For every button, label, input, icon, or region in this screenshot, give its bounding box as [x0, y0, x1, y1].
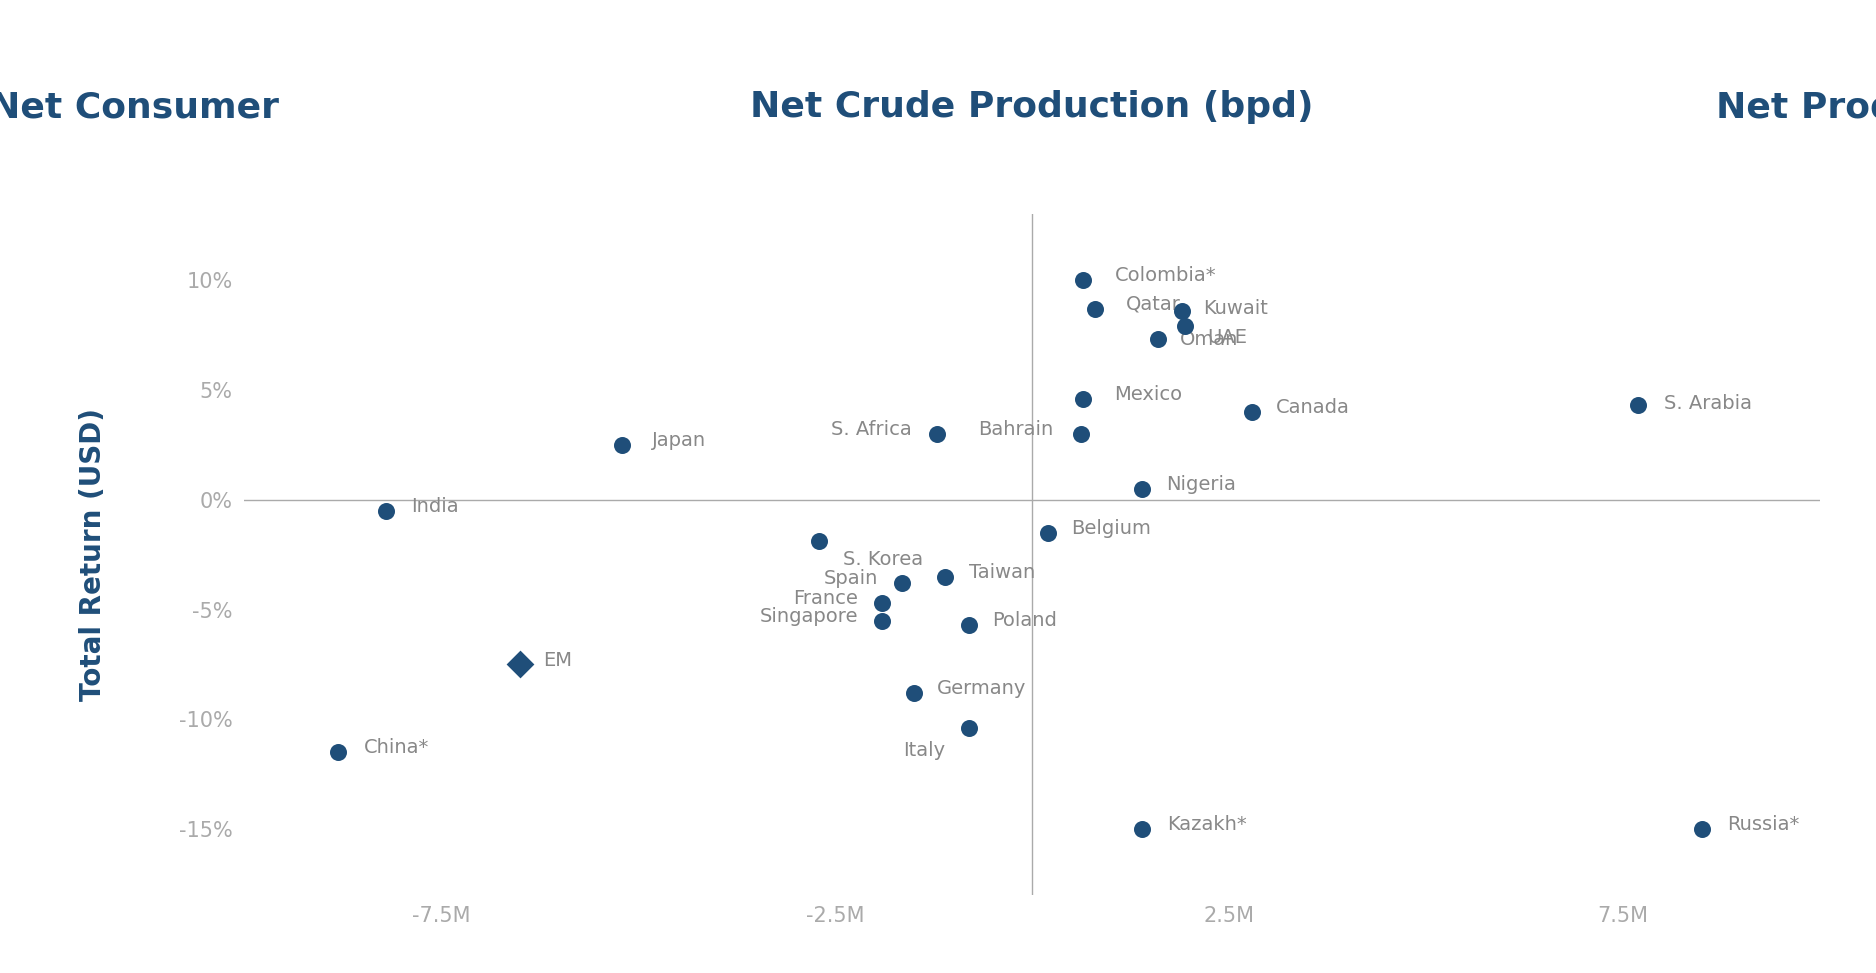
Point [1238, 404, 1268, 419]
Text: Net Crude Production (bpd): Net Crude Production (bpd) [750, 90, 1313, 124]
Point [1067, 391, 1097, 407]
Point [953, 720, 983, 736]
Point [867, 595, 897, 611]
Text: S. Africa: S. Africa [831, 420, 912, 439]
Text: Kazakh*: Kazakh* [1167, 815, 1248, 835]
Text: S. Arabia: S. Arabia [1664, 393, 1752, 413]
Point [1127, 821, 1157, 837]
Text: Bahrain: Bahrain [977, 420, 1052, 439]
Point [867, 613, 897, 629]
Text: Belgium: Belgium [1071, 519, 1152, 538]
Text: Japan: Japan [653, 431, 705, 450]
Text: China*: China* [364, 739, 430, 757]
Text: India: India [411, 497, 458, 516]
Text: Canada: Canada [1276, 398, 1351, 416]
Point [1623, 397, 1653, 413]
Point [1032, 524, 1062, 540]
Text: UAE: UAE [1208, 328, 1248, 346]
Text: Net Consumer: Net Consumer [0, 90, 280, 124]
Point [1067, 272, 1097, 288]
Point [1687, 821, 1717, 837]
Point [887, 575, 917, 591]
Text: France: France [794, 589, 859, 608]
Text: Qatar: Qatar [1126, 295, 1182, 313]
Text: S. Korea: S. Korea [842, 550, 923, 568]
Text: Italy: Italy [902, 740, 946, 760]
Point [1171, 318, 1201, 334]
Text: Net Producer: Net Producer [1717, 90, 1876, 124]
Point [1167, 303, 1197, 318]
Text: Oman: Oman [1180, 330, 1238, 348]
Text: Colombia*: Colombia* [1114, 266, 1216, 285]
Point [1127, 481, 1157, 496]
Point [371, 503, 401, 519]
Text: Nigeria: Nigeria [1165, 475, 1236, 494]
Point [923, 426, 953, 442]
Point [1142, 332, 1172, 347]
Text: Russia*: Russia* [1726, 815, 1799, 835]
Point [953, 617, 983, 632]
Point [505, 657, 535, 672]
Point [323, 744, 353, 760]
Text: EM: EM [544, 651, 572, 669]
Point [805, 533, 835, 549]
Text: Germany: Germany [938, 679, 1026, 699]
Text: Mexico: Mexico [1114, 384, 1182, 404]
Text: Taiwan: Taiwan [968, 562, 1036, 582]
Point [1066, 426, 1096, 442]
Text: Singapore: Singapore [760, 606, 859, 626]
Text: Total Return (USD): Total Return (USD) [79, 408, 107, 702]
Point [608, 437, 638, 452]
Point [899, 685, 929, 701]
Point [1081, 301, 1111, 316]
Text: Spain: Spain [824, 569, 878, 589]
Text: Poland: Poland [992, 611, 1058, 631]
Text: Kuwait: Kuwait [1204, 299, 1268, 318]
Point [930, 569, 961, 585]
